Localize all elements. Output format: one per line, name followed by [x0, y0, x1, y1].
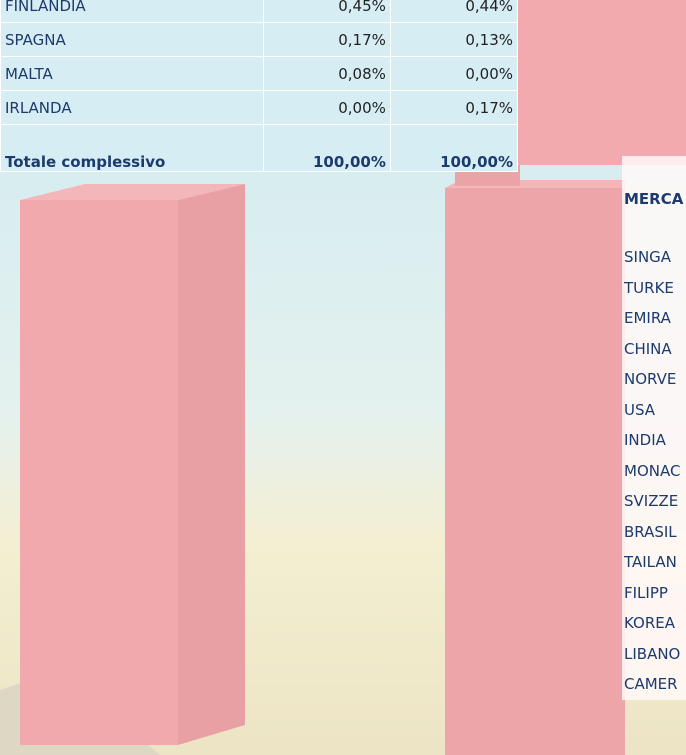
table-row: NORVE [622, 364, 686, 395]
value-cell: 0,17% [262, 22, 391, 57]
header-row: MERCA [622, 156, 686, 242]
table-row: SINGA [622, 242, 686, 273]
header-cell: MERCA [624, 190, 684, 208]
table-row: SPAGNA 0,17% 0,13% [0, 22, 519, 57]
market-cell: CAMER [624, 675, 678, 694]
market-cell: LIBANO [624, 644, 681, 663]
country-cell: Totale complessivo [0, 124, 264, 172]
table-row: FILIPP [622, 578, 686, 609]
value-cell: 0,00% [389, 56, 519, 91]
country-cell: IRLANDA [0, 90, 264, 125]
country-cell: SPAGNA [0, 22, 264, 57]
market-cell: SINGA [624, 248, 672, 267]
table-row: EMIRA [622, 303, 686, 334]
country-cell: MALTA [0, 56, 264, 91]
value-cell: 100,00% [262, 124, 391, 172]
table-row: KOREA [622, 608, 686, 639]
table-row: Totale complessivo 100,00% 100,00% [0, 124, 519, 172]
market-cell: EMIRA [624, 309, 671, 328]
country-cell: FINLANDIA [0, 0, 264, 23]
value-cell: 0,13% [389, 22, 519, 57]
market-cell: MONAC [624, 461, 681, 480]
value-cell: 100,00% [389, 124, 519, 172]
table-row: BRASIL [622, 517, 686, 548]
market-cell: TAILAN [624, 553, 677, 572]
value-cell: 0,17% [389, 90, 519, 125]
table-row: TAILAN [622, 547, 686, 578]
market-cell: TURKE [624, 278, 674, 297]
market-cell: BRASIL [624, 522, 677, 541]
table-row: SVIZZE [622, 486, 686, 517]
table-row: USA [622, 395, 686, 426]
table-row: MONAC [622, 456, 686, 487]
table-row: IRLANDA 0,00% 0,17% [0, 90, 519, 125]
table-row: INDIA [622, 425, 686, 456]
market-cell: USA [624, 400, 656, 419]
table-row: MALTA 0,08% 0,00% [0, 56, 519, 91]
market-cell: NORVE [624, 370, 677, 389]
table-row: CAMER [622, 669, 686, 700]
market-cell: CHINA [624, 339, 672, 358]
market-cell: SVIZZE [624, 492, 679, 511]
market-cell: INDIA [624, 431, 666, 450]
table-row: LIBANO [622, 639, 686, 670]
market-cell: FILIPP [624, 583, 668, 602]
table-row: FINLANDIA 0,45% 0,44% [0, 0, 519, 23]
value-cell: 0,44% [389, 0, 519, 23]
market-table: MERCA SINGA TURKE EMIRA CHINA NORVE USA INDIA MO… [622, 156, 686, 700]
value-cell: 0,45% [262, 0, 391, 23]
value-cell: 0,00% [262, 90, 391, 125]
table-row: CHINA [622, 334, 686, 365]
market-cell: KOREA [624, 614, 675, 633]
table-row: TURKE [622, 273, 686, 304]
share-table: FINLANDIA 0,45% 0,44% SPAGNA 0,17% 0,13% MALTA… [0, 0, 519, 172]
value-cell: 0,08% [262, 56, 391, 91]
